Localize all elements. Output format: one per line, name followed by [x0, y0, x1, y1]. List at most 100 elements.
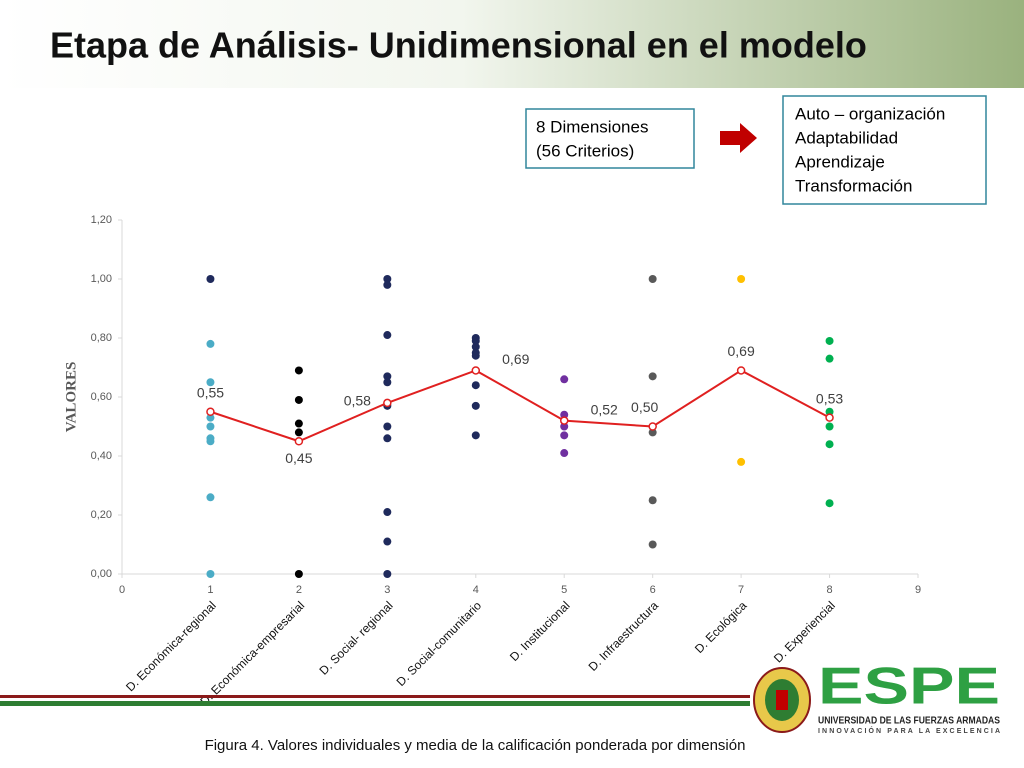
point [825, 422, 834, 431]
point [648, 428, 657, 437]
point [825, 336, 834, 345]
x-tick-label: 4 [473, 584, 479, 596]
box-text: Auto – organización [795, 104, 945, 123]
point [471, 431, 480, 440]
category-label: D. Experiencial [771, 598, 838, 665]
value-label: 0,50 [631, 399, 658, 415]
point [471, 401, 480, 410]
point [648, 372, 657, 381]
point [648, 540, 657, 549]
value-label: 0,45 [285, 450, 312, 466]
mean-point [736, 366, 746, 375]
value-label: 0,55 [197, 384, 224, 400]
y-tick-label: 1,00 [91, 273, 112, 285]
point [383, 331, 392, 340]
point [471, 351, 480, 360]
value-label: 0,52 [591, 401, 618, 417]
point [206, 275, 215, 283]
point [560, 431, 569, 440]
box-text: Aprendizaje [795, 152, 885, 171]
point [648, 275, 657, 283]
x-tick-label: 3 [384, 584, 390, 596]
value-label: 0,69 [502, 351, 529, 367]
x-tick-label: 7 [738, 584, 744, 596]
point [206, 493, 215, 502]
chart: 0,00 0,20 0,40 0,60 0,80 1,00 1,20 0 1 2 3 4 5 6 7 8 9 VA… [63, 214, 921, 708]
point [294, 395, 303, 404]
box-text: Adaptabilidad [795, 128, 898, 147]
y-axis-label: VALORES [63, 362, 79, 433]
point [825, 440, 834, 449]
mean-point [383, 398, 392, 408]
mean-point [471, 366, 481, 375]
point [206, 422, 215, 431]
arrow [720, 123, 757, 153]
y-tick-label: 0,40 [91, 450, 112, 462]
point [560, 449, 569, 458]
category-label: D. Económica-empresarial [197, 598, 307, 708]
category-label: D. Institucional [507, 598, 573, 664]
point [737, 275, 746, 283]
value-label: 0,58 [344, 393, 371, 409]
category-label: D. Social-comunitario [394, 598, 485, 689]
box-text: (56 Criterios) [536, 141, 634, 160]
point [825, 499, 834, 508]
x-tick-label: 6 [650, 584, 656, 596]
point [383, 422, 392, 431]
point [206, 437, 215, 446]
logo-text: UNIVERSIDAD DE LAS FUERZAS ARMADAS [818, 716, 1000, 727]
category-label: D. Infraestructura [586, 598, 662, 674]
category-label: D. Ecológica [692, 598, 750, 656]
header-band [0, 0, 1024, 88]
point [471, 381, 480, 390]
point [383, 570, 392, 578]
y-tick-label: 1,20 [91, 214, 112, 226]
value-label: 0,53 [816, 390, 843, 406]
point [648, 496, 657, 505]
y-tick-label: 0,20 [91, 509, 112, 521]
point [206, 570, 215, 578]
point [383, 434, 392, 443]
box-text: Transformación [795, 176, 912, 195]
point [737, 457, 746, 466]
point [825, 354, 834, 363]
category-label: D. Social- regional [316, 598, 395, 677]
mean-point [206, 407, 215, 416]
caption: Figura 4. Valores individuales y media d… [205, 737, 746, 754]
properties-box [782, 95, 987, 205]
point [560, 375, 569, 384]
point [825, 407, 834, 416]
point [383, 378, 392, 387]
point [383, 508, 392, 517]
logo-text: INNOVACIÓN PARA LA EXCELENCIA [818, 726, 1000, 735]
point [383, 372, 392, 381]
mean-point [825, 413, 834, 422]
emblem [753, 667, 811, 733]
footer-line [0, 695, 750, 698]
point [294, 366, 303, 375]
x-tick-label: 0 [119, 584, 125, 596]
point [383, 537, 392, 546]
point [383, 280, 392, 289]
slide-title: Etapa de Análisis- Unidimensional en el … [50, 25, 867, 66]
point [560, 422, 569, 431]
footer-line [0, 701, 750, 706]
point [560, 410, 569, 419]
point [206, 413, 215, 422]
point [206, 378, 215, 387]
mean-point [648, 422, 657, 431]
logo-name: ESPE [818, 658, 1000, 716]
mean-point [294, 437, 304, 446]
y-tick-label: 0,60 [91, 391, 112, 403]
x-tick-label: 8 [826, 584, 832, 596]
point [383, 275, 392, 283]
mean-line [210, 369, 831, 443]
point [471, 342, 480, 351]
y-tick-label: 0,80 [91, 332, 112, 344]
dimensions-box [525, 108, 695, 169]
y-tick-label: 0,00 [91, 568, 112, 580]
x-tick-label: 5 [561, 584, 567, 596]
value-label: 0,69 [727, 343, 754, 359]
point [471, 336, 480, 345]
x-tick-label: 9 [915, 584, 921, 596]
